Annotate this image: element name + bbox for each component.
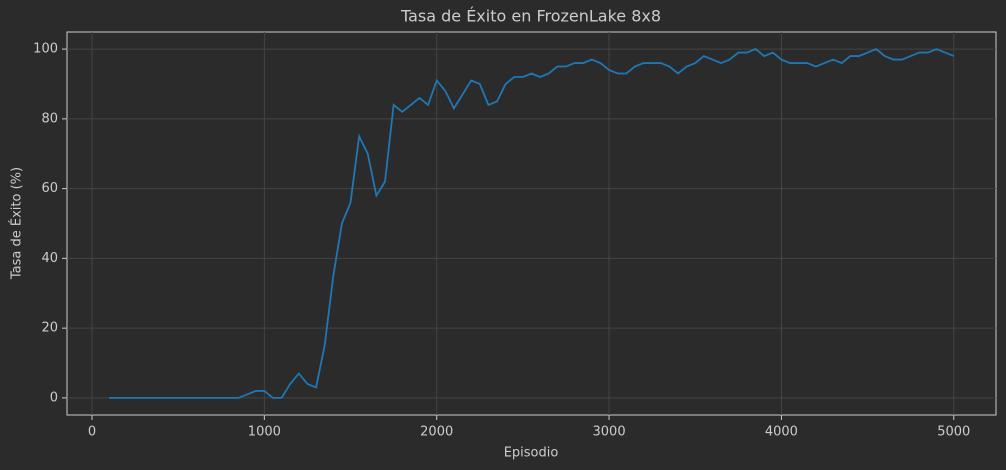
x-tick-label: 4000: [765, 425, 798, 440]
x-axis-label: Episodio: [504, 446, 559, 461]
y-tick-label: 80: [41, 111, 58, 126]
y-tick-label: 60: [41, 181, 58, 196]
y-tick-label: 100: [33, 42, 58, 57]
x-tick-label: 1000: [248, 425, 281, 440]
y-tick-label: 40: [41, 251, 58, 266]
x-tick-label: 2000: [420, 425, 453, 440]
plot-frame: [66, 31, 997, 416]
x-tick-label: 0: [88, 425, 96, 440]
y-tick-label: 20: [41, 321, 58, 336]
x-tick-label: 5000: [937, 425, 970, 440]
y-axis-label: Tasa de Éxito (%): [9, 167, 25, 280]
data-line: [109, 48, 955, 399]
chart-title: Tasa de Éxito en FrozenLake 8x8: [400, 7, 661, 26]
x-tick-label: 3000: [593, 425, 626, 440]
y-tick-label: 0: [50, 390, 58, 405]
